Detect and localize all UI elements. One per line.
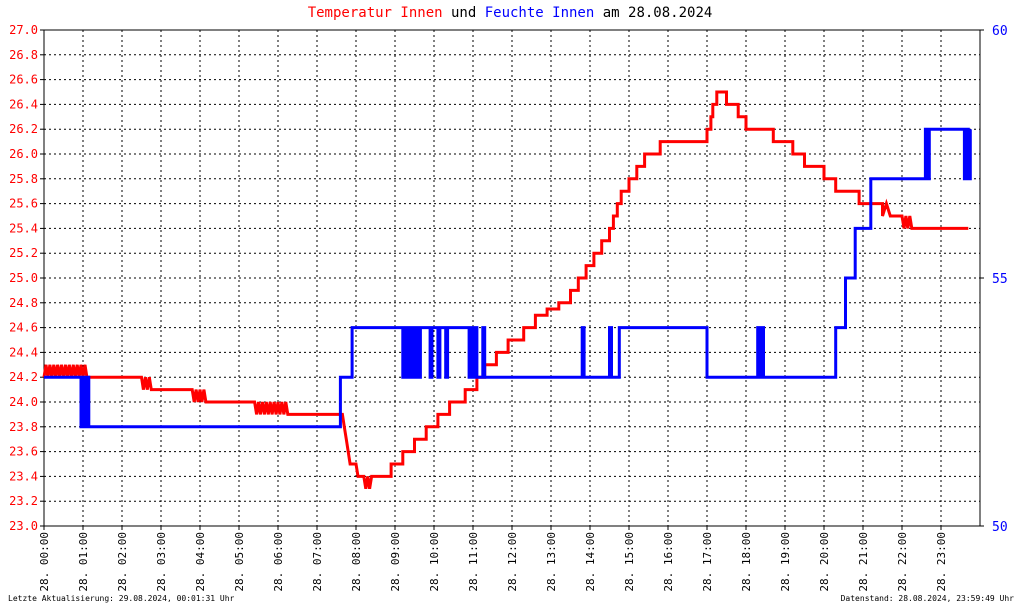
x-tick-label: 28. 22:00 xyxy=(896,532,909,592)
footer-last-update: Letzte Aktualisierung: 29.08.2024, 00:01… xyxy=(8,594,235,603)
y-left-tick-label: 25.6 xyxy=(9,197,38,211)
y-left-tick-label: 26.4 xyxy=(9,97,38,111)
y-left-tick-label: 26.0 xyxy=(9,147,38,161)
x-tick-label: 28. 06:00 xyxy=(272,532,285,592)
y-left-tick-label: 23.2 xyxy=(9,494,38,508)
x-tick-label: 28. 12:00 xyxy=(506,532,519,592)
x-tick-label: 28. 09:00 xyxy=(389,532,402,592)
y-left-tick-label: 25.2 xyxy=(9,246,38,260)
y-left-tick-label: 24.6 xyxy=(9,321,38,335)
plot-frame xyxy=(43,29,981,527)
x-tick-label: 28. 00:00 xyxy=(38,532,51,592)
x-tick-label: 28. 02:00 xyxy=(116,532,129,592)
title-temperature: Temperatur Innen xyxy=(307,5,443,21)
x-tick-label: 28. 15:00 xyxy=(623,532,636,592)
x-tick-label: 28. 10:00 xyxy=(428,532,441,592)
y-left-tick-label: 26.6 xyxy=(9,73,38,87)
x-tick-label: 28. 21:00 xyxy=(857,532,870,592)
x-tick-label: 28. 18:00 xyxy=(740,532,753,592)
x-tick-label: 28. 17:00 xyxy=(701,532,714,592)
x-tick-label: 28. 11:00 xyxy=(467,532,480,592)
y-left-tick-label: 26.2 xyxy=(9,122,38,136)
y-left-tick-label: 27.0 xyxy=(9,23,38,37)
y-left-tick-label: 23.0 xyxy=(9,519,38,533)
series-line-humidity xyxy=(44,127,972,429)
y-right-tick-label: 50 xyxy=(992,520,1008,535)
title-humidity: Feuchte Innen xyxy=(484,5,595,21)
title-conjunction: und xyxy=(450,5,477,21)
x-tick-label: 28. 04:00 xyxy=(194,532,207,592)
x-tick-label: 28. 14:00 xyxy=(584,532,597,592)
y-right-tick-label: 60 xyxy=(992,24,1008,39)
y-left-tick-label: 24.8 xyxy=(9,296,38,310)
x-tick-label: 28. 23:00 xyxy=(935,532,948,592)
x-tick-label: 28. 08:00 xyxy=(350,532,363,592)
title-date: am 28.08.2024 xyxy=(602,5,713,21)
y-left-tick-label: 24.4 xyxy=(9,345,38,359)
y-left-tick-label: 24.2 xyxy=(9,370,38,384)
y-left-tick-label: 25.0 xyxy=(9,271,38,285)
y-right-tick-label: 55 xyxy=(992,272,1008,287)
y-left-tick-label: 24.0 xyxy=(9,395,38,409)
x-tick-label: 28. 20:00 xyxy=(818,532,831,592)
y-left-tick-label: 23.4 xyxy=(9,469,38,483)
x-tick-label: 28. 19:00 xyxy=(779,532,792,592)
y-left-tick-label: 26.8 xyxy=(9,48,38,62)
x-tick-label: 28. 03:00 xyxy=(155,532,168,592)
series-line-temperature xyxy=(42,90,969,490)
y-left-tick-label: 25.4 xyxy=(9,221,38,235)
footer-data-status: Datenstand: 28.08.2024, 23:59:49 Uhr xyxy=(840,594,1014,603)
y-left-tick-label: 23.6 xyxy=(9,445,38,459)
x-tick-label: 28. 13:00 xyxy=(545,532,558,592)
x-tick-label: 28. 05:00 xyxy=(233,532,246,592)
chart-title: Temperatur Innen und Feuchte Innen am 28… xyxy=(0,5,1020,21)
x-tick-label: 28. 01:00 xyxy=(77,532,90,592)
y-left-tick-label: 25.8 xyxy=(9,172,38,186)
x-tick-label: 28. 07:00 xyxy=(311,532,324,592)
y-left-tick-label: 23.8 xyxy=(9,420,38,434)
x-tick-label: 28. 16:00 xyxy=(662,532,675,592)
